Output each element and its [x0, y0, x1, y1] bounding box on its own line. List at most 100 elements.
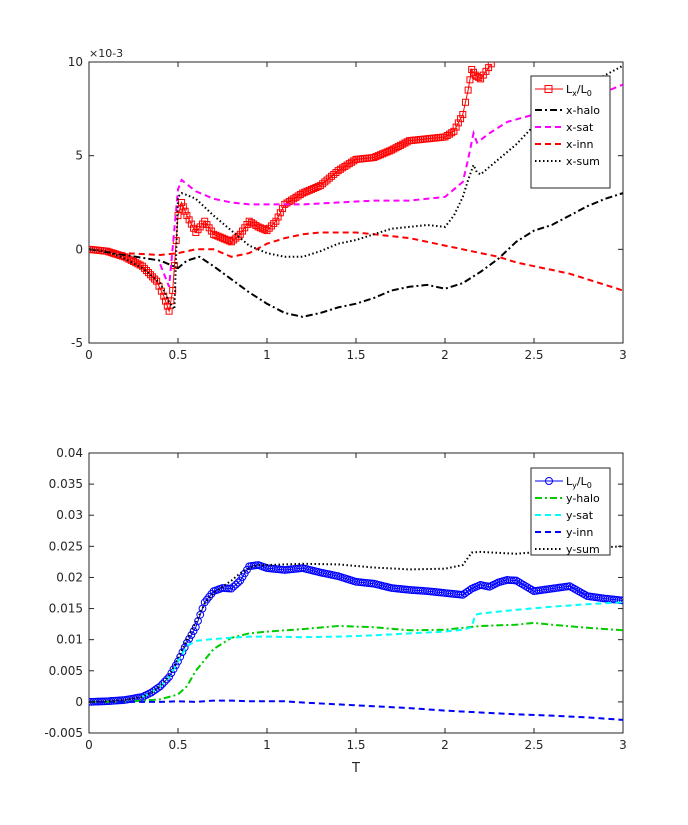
- data-point: [229, 582, 238, 591]
- legend-label: Ly/L0: [566, 475, 592, 490]
- data-point: [397, 141, 404, 149]
- y-tick-label: -0.005: [44, 726, 83, 740]
- data-point: [296, 191, 304, 199]
- data-point: [514, 577, 523, 586]
- data-point: [225, 237, 233, 245]
- series-line-Lx/L0: [89, 63, 492, 314]
- data-point: [525, 584, 534, 593]
- data-point: [328, 172, 336, 180]
- data-point: [308, 185, 315, 193]
- legend-label: x-sat: [566, 121, 594, 134]
- series-layer: [89, 545, 623, 721]
- series-clip: [89, 62, 623, 318]
- legend-label: Lx/L0: [566, 83, 592, 98]
- data-point: [323, 176, 331, 184]
- y-tick-label: 0.005: [49, 664, 83, 678]
- data-point: [512, 576, 521, 585]
- data-point: [516, 579, 525, 588]
- data-point: [465, 586, 474, 595]
- data-point: [234, 232, 242, 240]
- legend-box: [530, 467, 611, 556]
- data-point: [185, 216, 193, 224]
- data-point: [187, 631, 196, 639]
- legend-label: y-sat: [566, 509, 594, 522]
- data-point: [452, 123, 460, 131]
- data-point: [276, 209, 284, 217]
- data-point: [310, 184, 318, 192]
- bottom-chart: 0 0.5 1 1.5 2 2.5 3-0.00500.0050.010.0150.020.…: [44, 446, 627, 776]
- data-point: [518, 580, 527, 589]
- data-point: [149, 273, 157, 281]
- data-point: [231, 580, 240, 589]
- data-point: [475, 74, 483, 82]
- data-point: [158, 680, 167, 688]
- x-axis-label: T: [351, 761, 360, 776]
- data-point: [454, 119, 462, 127]
- series-line-y-sum: [89, 545, 623, 703]
- data-point: [151, 275, 159, 283]
- data-point: [319, 180, 327, 188]
- data-point: [154, 683, 162, 692]
- x-tick-label: 0.5: [168, 738, 187, 752]
- y-tick-label: 0.015: [49, 602, 83, 616]
- data-point: [383, 148, 391, 156]
- data-point: [401, 139, 409, 147]
- data-point: [212, 231, 220, 239]
- data-point: [316, 182, 324, 190]
- data-point: [457, 115, 465, 123]
- data-point: [487, 62, 495, 68]
- data-point: [303, 187, 311, 195]
- data-point: [230, 236, 238, 244]
- y-tick-label: 0.02: [56, 570, 83, 584]
- data-point: [461, 98, 469, 106]
- data-point: [274, 213, 282, 221]
- y-tick-label: 5: [75, 149, 83, 163]
- data-point: [232, 234, 240, 242]
- data-point: [330, 170, 338, 178]
- data-point: [162, 675, 171, 684]
- data-point: [321, 178, 329, 186]
- series-line-x-halo: [89, 192, 623, 318]
- data-point: [350, 157, 358, 165]
- y-tick-label: 0.03: [56, 508, 83, 522]
- data-point: [160, 677, 169, 686]
- legend-marker: [545, 477, 553, 485]
- data-point: [225, 584, 234, 593]
- x-tick-label: 2.5: [524, 348, 543, 362]
- x-tick-label: 0.5: [168, 348, 187, 362]
- data-point: [392, 144, 400, 152]
- x-tick-label: 2: [441, 348, 449, 362]
- data-point: [210, 230, 218, 238]
- series-line-x-sat: [159, 83, 623, 288]
- data-point: [157, 287, 165, 295]
- data-point: [132, 259, 140, 267]
- data-point: [267, 222, 275, 230]
- y-tick-label: 10: [68, 55, 83, 69]
- data-point: [214, 232, 222, 240]
- legend-label: y-sum: [566, 543, 600, 556]
- x-tick-label: 2.5: [524, 738, 543, 752]
- y-tick-label: 0.035: [49, 477, 83, 491]
- data-point: [390, 145, 398, 153]
- data-point: [153, 277, 161, 285]
- x-tick-label: 1: [263, 348, 271, 362]
- y-tick-label: 0.04: [56, 446, 83, 460]
- data-point: [325, 174, 333, 182]
- data-point: [156, 682, 165, 691]
- data-point: [234, 578, 242, 587]
- data-point: [394, 143, 402, 151]
- data-point: [178, 648, 187, 657]
- data-point: [372, 153, 380, 161]
- data-point: [187, 220, 195, 228]
- data-point: [227, 238, 235, 246]
- data-point: [299, 189, 307, 197]
- x-tick-label: 3: [619, 738, 627, 752]
- x-tick-label: 0: [85, 738, 93, 752]
- data-point: [270, 220, 278, 228]
- data-point: [374, 152, 382, 160]
- data-point: [219, 234, 226, 242]
- data-point: [167, 669, 176, 678]
- data-point: [261, 226, 269, 234]
- series-line-y-sat: [141, 601, 623, 698]
